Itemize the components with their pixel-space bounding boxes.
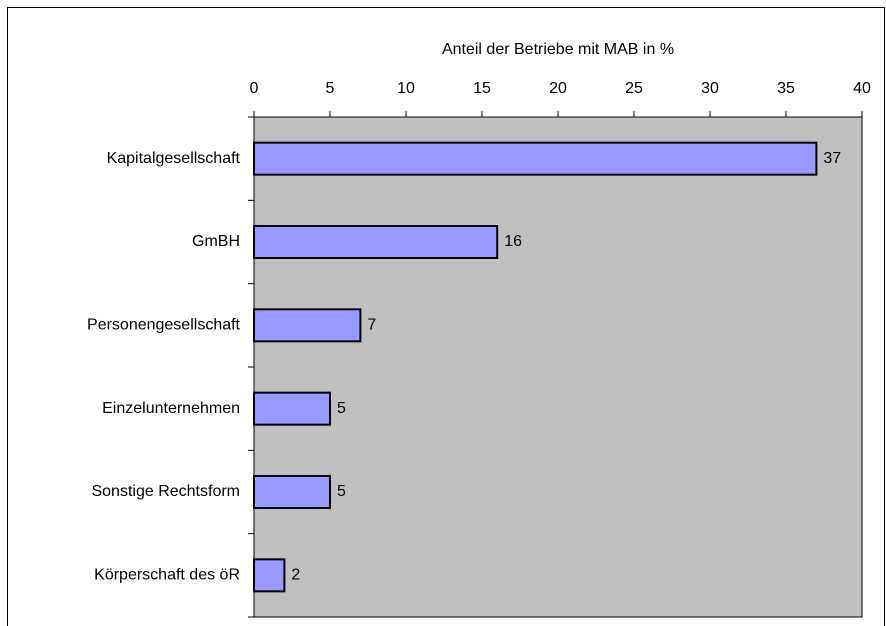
y-tick-label: Körperschaft des öR [94,567,240,584]
bar [253,141,818,176]
y-tick-label: Personengesellschaft [87,317,241,334]
x-tick-label: 40 [853,80,871,97]
axis-title: Anteil der Betriebe mit MAB in % [442,41,674,58]
x-tick-label: 35 [777,80,795,97]
y-tick-label: GmBH [192,233,240,250]
data-label: 16 [504,233,522,250]
y-tick-label: Einzelunternehmen [102,400,240,417]
data-label: 5 [337,400,346,417]
bar [253,308,362,343]
y-tick-label: Sonstige Rechtsform [91,483,240,500]
plot-area [253,116,863,618]
x-tick-label: 10 [397,80,415,97]
data-label: 2 [291,567,300,584]
x-tick-label: 5 [326,80,335,97]
x-tick-label: 25 [625,80,643,97]
data-label: 7 [367,317,376,334]
x-tick-label: 15 [473,80,491,97]
x-tick-label: 20 [549,80,567,97]
data-label: 5 [337,483,346,500]
bar [253,225,499,259]
x-tick-label: 30 [701,80,719,97]
data-label: 37 [823,150,841,167]
x-tick-label: 0 [250,80,259,97]
y-tick-label: Kapitalgesellschaft [107,150,241,167]
bar [253,558,286,593]
bar [253,475,331,509]
bar [253,391,331,426]
